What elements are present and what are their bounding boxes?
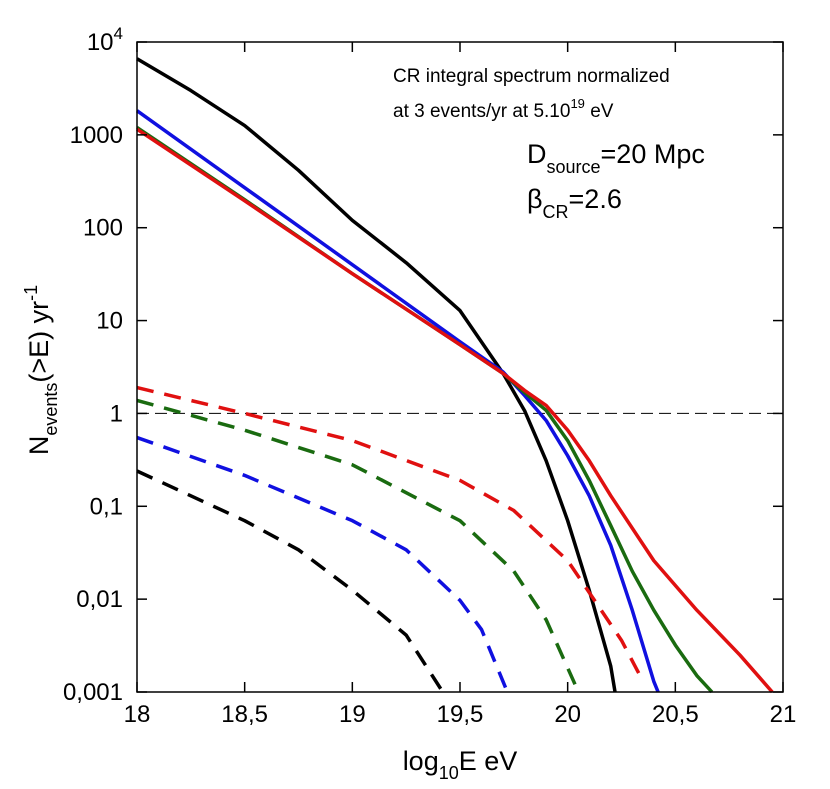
x-tick-label: 21 <box>770 701 797 728</box>
x-label-text: E eV <box>459 746 518 776</box>
y-label-text: (>E) yr <box>24 301 54 383</box>
annotation-sub: source <box>547 157 601 177</box>
x-tick-label: 20,5 <box>652 701 699 728</box>
x-tick-label: 18,5 <box>221 701 268 728</box>
annotation-text: =20 Mpc <box>601 139 705 169</box>
y-tick-label: 10 <box>96 308 123 335</box>
y-tick-label: 0,1 <box>90 493 123 520</box>
x-tick-label: 20 <box>554 701 581 728</box>
x-label-sub: 10 <box>439 763 459 783</box>
y-tick-label-base: 10 <box>87 29 114 56</box>
x-tick-label: 19 <box>339 701 366 728</box>
annotation: Dsource=20 Mpc <box>527 139 705 177</box>
annotation-text: CR integral spectrum normalized <box>393 66 670 87</box>
y-tick-label: 1000 <box>70 122 123 149</box>
x-label-text: log <box>403 746 439 776</box>
x-tick-label: 19,5 <box>437 701 484 728</box>
dashed-line <box>136 385 645 683</box>
y-label-text: N <box>24 436 54 456</box>
y-tick-label: 0,01 <box>76 586 123 613</box>
y-label-sub: events <box>41 383 61 436</box>
line <box>135 109 660 693</box>
annotation: CR integral spectrum normalized <box>393 66 670 87</box>
dashed-line <box>136 469 445 693</box>
annotation-text: at 3 events/yr at 5.10 <box>393 101 570 122</box>
dashed-line <box>136 435 509 693</box>
annotation-text: β <box>527 184 543 214</box>
annotation-text: D <box>527 139 547 169</box>
annotation-text: eV <box>585 101 614 122</box>
line <box>136 127 774 694</box>
annotation: at 3 events/yr at 5.1019 eV <box>393 96 614 122</box>
dashed-line <box>136 398 581 693</box>
y-tick-label: 104 <box>87 24 123 56</box>
y-tick-label: 100 <box>83 215 123 242</box>
x-tick-label: 18 <box>124 701 151 728</box>
y-axis-label: Nevents(>E) yr-1 <box>21 285 61 455</box>
y-label-sup: -1 <box>21 285 41 301</box>
annotation-sup: 19 <box>570 96 584 111</box>
annotation-text: =2.6 <box>569 184 622 214</box>
y-tick-label: 1 <box>110 400 123 427</box>
y-tick-label: 0,001 <box>63 679 123 706</box>
x-axis-label: log10E eV <box>403 746 518 783</box>
annotation-sub: CR <box>543 202 569 222</box>
line <box>136 57 617 693</box>
y-tick-label-sup: 4 <box>114 24 123 43</box>
annotation: βCR=2.6 <box>527 184 622 222</box>
